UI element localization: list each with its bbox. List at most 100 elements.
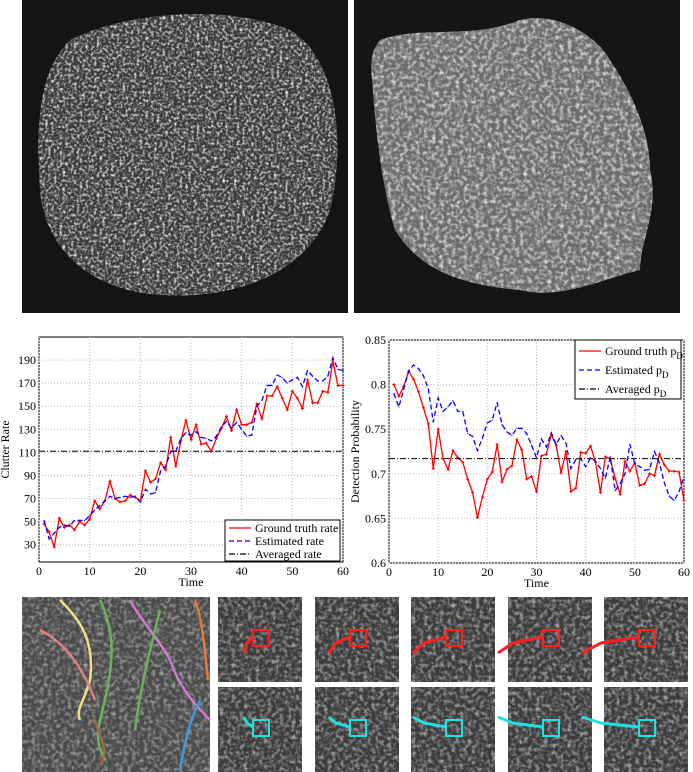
x-tick-label: 10 [432,565,444,579]
data-point-estimated [506,431,508,433]
data-point-ground-truth [618,492,622,496]
tracking-box [252,719,270,737]
data-point-ground-truth [480,495,484,499]
track-path [193,599,210,681]
data-point-ground-truth [214,437,218,441]
track-trail [581,715,640,729]
data-point-ground-truth [490,470,494,474]
data-point-estimated [322,380,324,382]
data-point-ground-truth [321,389,325,393]
data-point-ground-truth [461,460,465,464]
data-point-estimated [296,376,298,378]
tile-image [315,687,399,772]
track-path [39,628,97,701]
data-point-estimated [63,524,65,526]
data-point-ground-truth [598,491,602,495]
data-point-ground-truth [204,441,208,445]
data-point-estimated [644,469,646,471]
data-point-estimated [526,433,528,435]
y-tick-label: 70 [24,492,36,506]
x-tick-label: 50 [629,565,641,579]
data-point-ground-truth [47,530,51,534]
data-point-estimated [417,367,420,370]
legend-label: Ground truth pD [605,344,683,361]
data-point-estimated [68,525,70,527]
x-tick-label: 60 [337,564,349,578]
data-point-estimated [236,421,238,423]
y-tick-label: 0.7 [371,467,386,481]
data-point-ground-truth [336,383,340,387]
data-point-ground-truth [500,480,504,484]
data-point-ground-truth [62,525,66,529]
data-point-ground-truth [672,469,676,473]
data-point-ground-truth [290,389,294,393]
data-point-ground-truth [57,516,61,520]
data-point-ground-truth [569,490,573,494]
data-point-estimated [491,419,493,421]
data-point-estimated [286,382,288,384]
x-tick-label: 60 [678,565,690,579]
track-trail [242,716,254,729]
data-point-estimated [447,406,449,408]
data-point-estimated [114,497,116,500]
tracking-box [349,719,367,737]
x-tick-label: 0 [36,564,42,578]
track-trail [412,715,447,729]
data-point-ground-truth [255,402,259,406]
data-point-ground-truth [677,470,681,474]
track-trail [497,635,544,655]
data-point-ground-truth [224,415,228,419]
data-point-estimated [673,499,675,502]
data-point-estimated [585,466,587,468]
data-point-ground-truth [143,469,147,473]
data-point-ground-truth [270,394,274,398]
y-tick-label: 0.8 [371,378,386,392]
data-point-ground-truth [240,423,244,427]
data-point-ground-truth [539,454,543,458]
data-point-ground-truth [148,480,152,484]
x-tick-label: 30 [185,564,197,578]
data-point-estimated [342,369,344,372]
data-point-ground-truth [579,450,583,454]
tile-image [497,687,592,772]
track-path [133,609,162,731]
data-point-ground-truth [544,452,548,456]
data-point-ground-truth [431,466,435,470]
data-point-ground-truth [331,359,335,363]
data-point-estimated [629,443,631,445]
data-point-estimated [271,384,273,387]
data-point-estimated [575,458,577,461]
data-point-ground-truth [300,407,304,411]
data-point-ground-truth [306,378,310,382]
data-point-estimated [312,375,314,377]
data-point-estimated [545,446,547,448]
tile-texture [508,597,592,682]
data-point-ground-truth [164,468,168,472]
data-point-estimated [516,427,518,429]
data-point-ground-truth [189,438,193,442]
data-point-ground-truth [436,427,440,431]
data-point-ground-truth [667,469,671,473]
track-trail [497,715,544,729]
y-tick-label: 30 [24,538,36,552]
data-point-estimated [452,400,454,402]
y-tick-label: 190 [18,353,36,367]
data-point-estimated [246,435,248,437]
data-point-estimated [521,427,523,429]
tile-texture [508,687,592,772]
legend-label: Estimated pD [605,363,669,380]
data-point-estimated [306,369,309,372]
data-point-estimated [555,443,557,445]
data-point-ground-truth [128,493,132,497]
data-point-estimated [185,432,187,434]
data-point-estimated [486,422,488,424]
y-tick-label: 90 [24,468,36,482]
data-point-estimated [501,424,503,426]
data-point-ground-truth [123,499,127,503]
data-point-ground-truth [169,435,173,439]
y-tick-label: 130 [18,422,36,436]
data-point-ground-truth [584,451,588,455]
data-point-estimated [403,388,405,390]
data-point-ground-truth [574,486,578,490]
data-point-estimated [261,399,263,402]
